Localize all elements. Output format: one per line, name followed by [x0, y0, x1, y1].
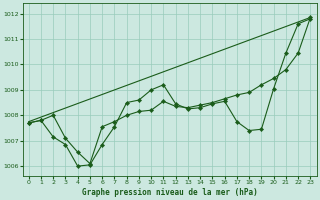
X-axis label: Graphe pression niveau de la mer (hPa): Graphe pression niveau de la mer (hPa): [82, 188, 257, 197]
